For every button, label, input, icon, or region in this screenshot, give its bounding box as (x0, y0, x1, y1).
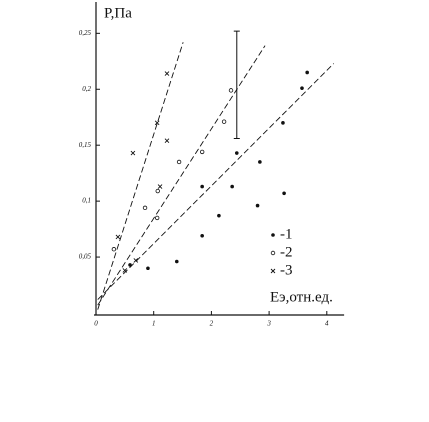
legend-label: -2 (280, 244, 293, 260)
fit-line (97, 42, 184, 310)
x-tick-label: 3 (266, 320, 271, 328)
point (200, 234, 204, 238)
point (234, 151, 239, 155)
x-tick-label: 0 (94, 320, 98, 328)
point (164, 138, 170, 144)
x-tick-label: 1 (152, 320, 156, 328)
x-axis-label: Еэ,отн.ед. (270, 289, 333, 305)
point (176, 159, 182, 165)
point (200, 184, 204, 189)
point (199, 149, 205, 155)
point (157, 184, 163, 189)
point (128, 263, 132, 267)
fit-line (97, 63, 335, 300)
point (258, 160, 262, 164)
y-tick-label: 0,15 (79, 141, 92, 149)
point (115, 234, 121, 240)
point (230, 184, 234, 189)
y-tick-label: 0,1 (82, 197, 91, 205)
point (282, 191, 286, 196)
legend-label: -1 (280, 226, 293, 242)
point (142, 205, 148, 211)
legend-marker (271, 233, 275, 237)
error-bar (233, 30, 240, 139)
point (255, 203, 260, 208)
point (111, 247, 117, 252)
y-tick-label: 0,2 (82, 85, 91, 93)
point (130, 150, 136, 156)
point (154, 120, 160, 126)
point (154, 215, 160, 221)
x-tick-label: 2 (210, 320, 214, 328)
point (174, 259, 179, 264)
point (164, 71, 170, 76)
point (300, 86, 304, 90)
point (228, 88, 234, 93)
point (305, 70, 309, 75)
point (217, 213, 221, 218)
fit-line (97, 45, 266, 306)
legend-label: -3 (280, 262, 293, 278)
legend-marker (270, 268, 276, 274)
point (281, 121, 285, 125)
point (146, 266, 150, 271)
legend-marker (270, 250, 276, 256)
y-axis-label: P,Па (104, 5, 132, 21)
y-tick-label: 0,25 (79, 29, 92, 37)
point (155, 188, 160, 194)
point (221, 119, 227, 124)
point (122, 268, 128, 273)
y-tick-label: 0,05 (79, 253, 92, 261)
point (133, 258, 139, 263)
x-tick-label: 4 (325, 320, 329, 328)
